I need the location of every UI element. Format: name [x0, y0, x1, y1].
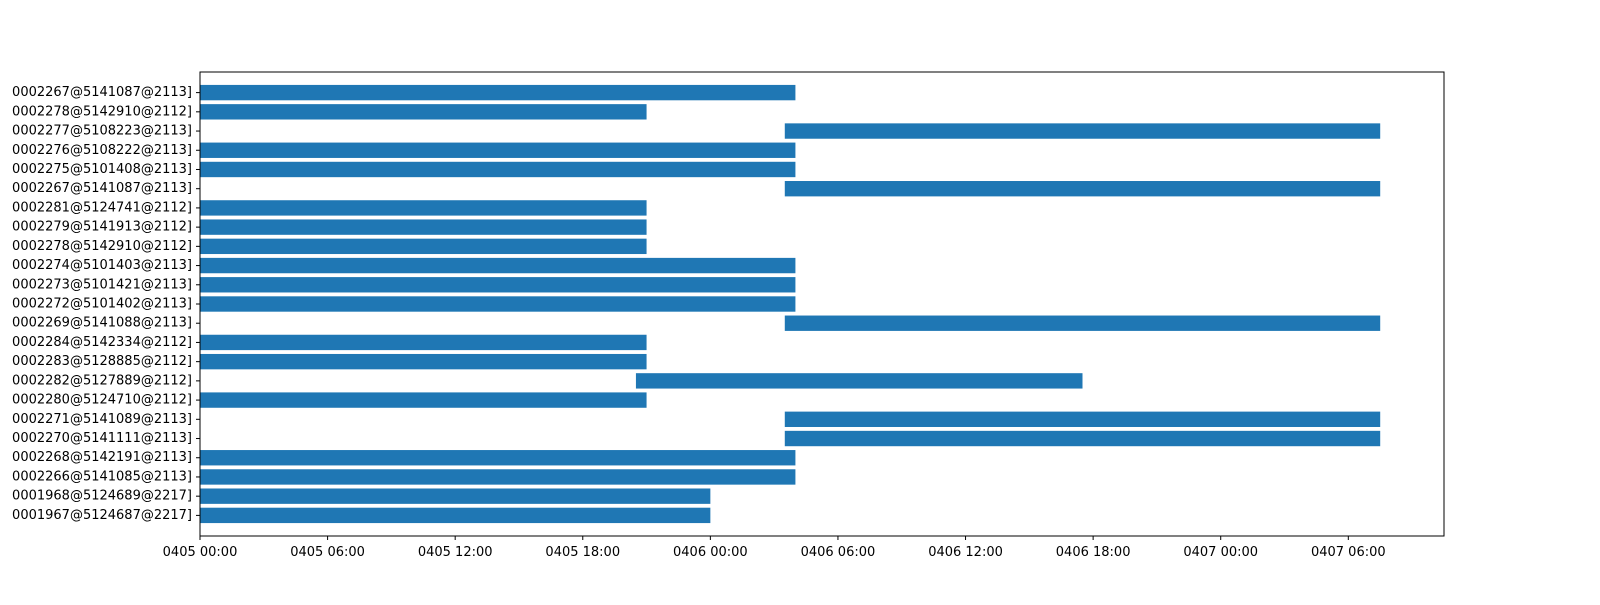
gantt-bar: [200, 353, 647, 370]
gantt-bar: [200, 392, 647, 408]
y-tick-label: 0002276@5108222@2113]: [12, 143, 192, 158]
y-tick-label: 0002266@5141085@2113]: [12, 469, 192, 484]
gantt-bar: [200, 469, 796, 485]
y-tick-label: 0002271@5141089@2113]: [12, 412, 192, 427]
x-tick-label: 0406 00:00: [673, 545, 748, 560]
gantt-bar: [784, 411, 1381, 427]
gantt-bar: [200, 450, 796, 466]
gantt-bar: [200, 296, 796, 312]
x-axis-ticks: 0405 00:00 0405 06:00 0405 12:00 0405 18:00…: [163, 536, 1386, 560]
y-tick-label: 0002281@5124741@2112]: [12, 200, 192, 215]
gantt-bar: [200, 104, 647, 120]
y-tick-label: 0002273@5101421@2113]: [12, 277, 192, 292]
y-tick-label: 0002269@5141088@2113]: [12, 316, 192, 331]
x-tick-label: 0405 12:00: [418, 545, 493, 560]
x-tick-label: 0405 18:00: [545, 545, 620, 560]
bars-layer: [200, 84, 1381, 524]
gantt-bar: [200, 84, 796, 101]
gantt-bar: [200, 277, 796, 293]
y-tick-label: 0002267@5141087@2113]: [12, 181, 192, 196]
y-tick-label: 0002277@5108223@2113]: [12, 124, 192, 139]
y-tick-label: 0002270@5141111@2113]: [12, 431, 192, 446]
y-tick-label: 0002283@5128885@2112]: [12, 354, 192, 369]
y-axis-ticks: 0002267@5141087@2113] 0002278@5142910@211…: [12, 85, 200, 523]
gantt-bar: [200, 257, 796, 274]
y-tick-label: 0002272@5101402@2113]: [12, 297, 192, 312]
y-tick-label: 0002280@5124710@2112]: [12, 393, 192, 408]
gantt-bar: [200, 200, 647, 216]
x-tick-label: 0406 12:00: [928, 545, 1003, 560]
y-tick-label: 0002275@5101408@2113]: [12, 162, 192, 177]
plot-frame: [199, 71, 1445, 537]
y-tick-label: 0002278@5142910@2112]: [12, 104, 192, 119]
y-tick-label: 0002279@5141913@2112]: [12, 220, 192, 235]
y-tick-label: 0001968@5124689@2217]: [12, 489, 192, 504]
gantt-bar: [784, 123, 1381, 139]
x-tick-label: 0405 06:00: [290, 545, 365, 560]
x-tick-label: 0407 00:00: [1183, 545, 1258, 560]
gantt-bar: [200, 334, 647, 351]
y-tick-label: 0001967@5124687@2217]: [12, 508, 192, 523]
gantt-bar: [784, 430, 1381, 447]
gantt-bar: [200, 238, 647, 255]
y-tick-label: 0002268@5142191@2113]: [12, 450, 192, 465]
gantt-bar: [784, 315, 1381, 331]
x-tick-label: 0407 06:00: [1311, 545, 1386, 560]
gantt-bar: [200, 488, 711, 504]
gantt-bar: [635, 373, 1083, 389]
y-tick-label: 0002284@5142334@2112]: [12, 335, 192, 350]
y-tick-label: 0002267@5141087@2113]: [12, 85, 192, 100]
gantt-bar: [200, 219, 647, 235]
y-tick-label: 0002282@5127889@2112]: [12, 373, 192, 388]
y-tick-label: 0002278@5142910@2112]: [12, 239, 192, 254]
gantt-bar: [784, 181, 1381, 197]
gantt-bar: [200, 507, 711, 524]
x-tick-label: 0406 06:00: [801, 545, 876, 560]
x-tick-label: 0405 00:00: [163, 545, 238, 560]
gantt-bar: [200, 142, 796, 158]
x-tick-label: 0406 18:00: [1056, 545, 1131, 560]
y-tick-label: 0002274@5101403@2113]: [12, 258, 192, 273]
gantt-bar: [200, 161, 796, 178]
